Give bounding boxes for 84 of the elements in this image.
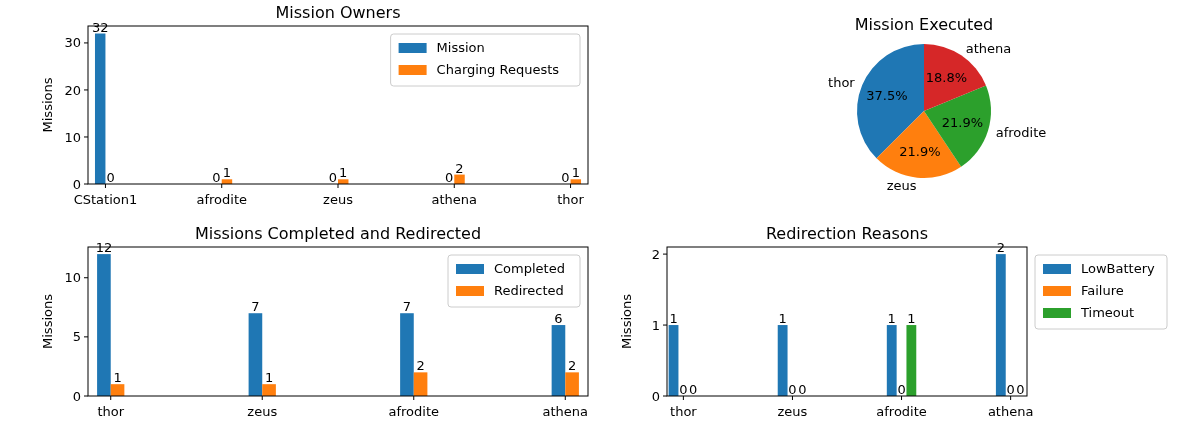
data-label: 0 [798, 382, 807, 397]
chart-title: Mission Executed [854, 15, 994, 34]
y-tick-label: 10 [64, 129, 81, 145]
data-label: 0 [561, 170, 570, 185]
y-tick-label: 30 [64, 35, 81, 51]
data-label: 0 [1016, 382, 1025, 397]
x-tick-label: athena [431, 192, 478, 207]
y-axis-title: Missions [619, 293, 634, 349]
legend-label: Redirected [494, 283, 564, 298]
slice-label: thor [828, 74, 856, 90]
x-tick-label: zeus [777, 404, 808, 419]
data-label: 2 [567, 358, 577, 374]
data-label: 7 [402, 299, 412, 315]
legend-label: Mission [436, 40, 485, 55]
legend-label: Charging Requests [436, 62, 560, 77]
chart-title: Missions Completed and Redirected [194, 224, 482, 243]
data-label: 2 [996, 240, 1005, 256]
data-label: 12 [95, 240, 113, 256]
data-label: 1 [571, 165, 580, 181]
y-tick-label: 0 [651, 388, 660, 404]
bar [94, 33, 106, 184]
y-axis-title: Missions [40, 293, 55, 349]
data-label: 1 [339, 165, 348, 181]
bar [248, 313, 263, 396]
x-tick-label: zeus [247, 404, 278, 419]
data-label: 0 [328, 170, 337, 185]
data-label: 18.8% [925, 70, 968, 86]
bar [413, 372, 428, 396]
bar [551, 325, 566, 396]
y-tick-label: 0 [72, 388, 81, 404]
x-tick-label: afrodite [876, 404, 927, 419]
y-tick-label: 5 [72, 329, 81, 345]
y-tick-label: 2 [651, 246, 660, 262]
x-tick-label: athena [542, 404, 589, 419]
x-tick-label: athena [987, 404, 1034, 419]
slice-label: afrodite [995, 125, 1047, 141]
chart-title: Mission Owners [275, 3, 401, 22]
data-label: 0 [897, 382, 906, 397]
legend-label: Failure [1081, 283, 1124, 298]
bar [400, 313, 414, 396]
bar [262, 384, 276, 396]
data-label: 21.9% [899, 143, 941, 159]
data-label: 21.9% [941, 115, 984, 131]
data-label: 6 [554, 311, 563, 327]
data-label: 32 [91, 19, 109, 35]
x-tick-label: thor [557, 192, 585, 207]
data-label: 1 [778, 311, 787, 327]
data-label: 1 [264, 370, 274, 386]
bar [565, 372, 579, 396]
data-label: 2 [416, 358, 425, 374]
data-label: 0 [679, 382, 688, 397]
bar [97, 254, 111, 396]
y-tick-label: 1 [651, 317, 660, 333]
chart-title: Redirection Reasons [765, 224, 929, 243]
y-tick-label: 20 [64, 82, 81, 98]
data-label: 1 [113, 370, 122, 386]
bar [454, 174, 465, 184]
data-label: 0 [106, 170, 115, 185]
y-tick-label: 10 [64, 270, 81, 286]
data-label: 2 [455, 160, 464, 176]
data-label: 0 [1006, 382, 1015, 397]
data-label: 0 [444, 170, 454, 185]
data-label: 1 [887, 311, 896, 327]
data-label: 0 [788, 382, 797, 397]
x-tick-label: afrodite [388, 404, 440, 419]
y-axis-title: Missions [40, 77, 55, 133]
x-tick-label: thor [670, 404, 698, 419]
data-label: 1 [669, 311, 678, 327]
x-tick-label: afrodite [196, 192, 247, 207]
data-label: 1 [907, 311, 916, 327]
slice-label: zeus [886, 178, 917, 194]
data-label: 0 [212, 170, 221, 185]
x-tick-label: zeus [323, 192, 354, 207]
data-label: 7 [251, 299, 260, 315]
x-tick-label: CStation1 [73, 192, 138, 207]
x-tick-label: thor [97, 404, 125, 419]
legend-label: Timeout [1080, 305, 1135, 320]
legend-label: LowBattery [1081, 261, 1156, 276]
slice-label: athena [965, 41, 1012, 57]
data-label: 0 [689, 382, 698, 397]
legend-label: Completed [494, 261, 565, 276]
data-label: 1 [222, 165, 232, 181]
y-tick-label: 0 [72, 176, 81, 192]
data-label: 37.5% [866, 88, 908, 104]
